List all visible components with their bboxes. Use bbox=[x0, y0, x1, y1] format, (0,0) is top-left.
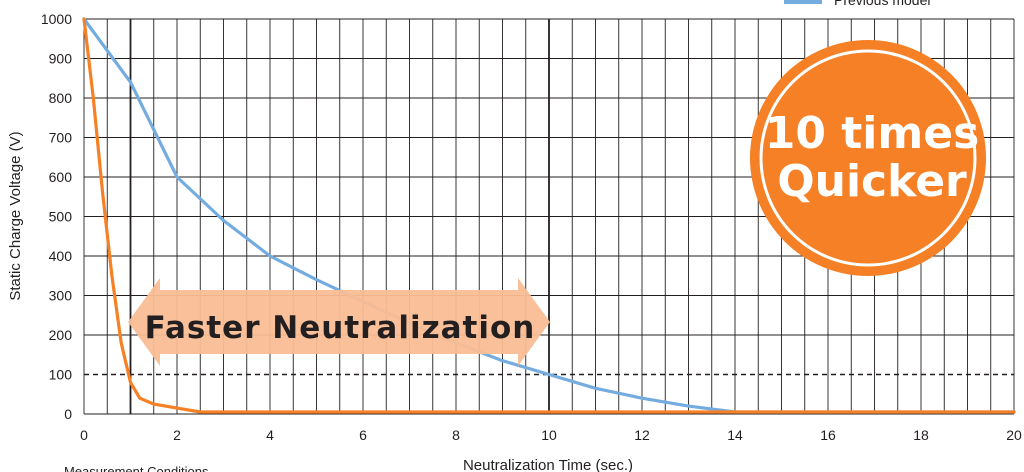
x-tick-label: 14 bbox=[727, 427, 743, 443]
x-tick-label: 2 bbox=[173, 427, 181, 443]
x-tick-label: 0 bbox=[80, 427, 88, 443]
faster-neutralization-arrow: Faster Neutralization bbox=[128, 278, 550, 366]
x-axis-label: Neutralization Time (sec.) bbox=[463, 457, 633, 472]
y-tick-label: 400 bbox=[49, 248, 73, 264]
y-tick-label: 0 bbox=[64, 406, 72, 422]
x-tick-label: 6 bbox=[359, 427, 367, 443]
tick-labels: 0 100 200 300 400 500 600 700 800 900 1000 0 2 4 6 8 10 1… bbox=[41, 11, 1022, 443]
y-tick-label: 300 bbox=[49, 288, 73, 304]
y-axis-label: Static Charge Voltage (V) bbox=[7, 131, 24, 300]
y-tick-label: 500 bbox=[49, 209, 73, 225]
x-tick-label: 18 bbox=[913, 427, 929, 443]
ten-times-quicker-badge: 10 times Quicker bbox=[750, 40, 986, 276]
arrow-label: Faster Neutralization bbox=[145, 310, 536, 346]
y-tick-label: 900 bbox=[49, 51, 73, 67]
badge-line-1: 10 times bbox=[765, 108, 980, 159]
badge-line-2: Quicker bbox=[777, 156, 967, 207]
y-tick-label: 100 bbox=[49, 367, 73, 383]
y-tick-label: 600 bbox=[49, 169, 73, 185]
x-tick-label: 8 bbox=[452, 427, 460, 443]
x-tick-label: 16 bbox=[820, 427, 836, 443]
y-tick-label: 200 bbox=[49, 327, 73, 343]
series-line-new-model bbox=[82, 17, 1016, 414]
y-tick-label: 700 bbox=[49, 130, 73, 146]
x-tick-label: 20 bbox=[1006, 427, 1022, 443]
x-tick-label: 12 bbox=[634, 427, 650, 443]
x-tick-label: 4 bbox=[266, 427, 274, 443]
y-tick-label: 800 bbox=[49, 90, 73, 106]
measurement-conditions-note: Measurement Conditions bbox=[64, 464, 209, 472]
x-tick-label: 10 bbox=[541, 427, 557, 443]
legend: Previous model bbox=[784, 0, 931, 8]
double-arrow-shape bbox=[128, 278, 550, 366]
badge-inner-ring bbox=[759, 49, 977, 267]
y-tick-label: 1000 bbox=[41, 11, 72, 27]
legend-swatch-previous-model bbox=[784, 0, 822, 4]
badge-outer-circle bbox=[750, 40, 986, 276]
legend-label-previous-model: Previous model bbox=[834, 0, 931, 8]
